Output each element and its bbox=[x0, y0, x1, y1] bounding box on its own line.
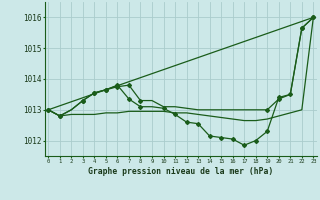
X-axis label: Graphe pression niveau de la mer (hPa): Graphe pression niveau de la mer (hPa) bbox=[88, 167, 273, 176]
